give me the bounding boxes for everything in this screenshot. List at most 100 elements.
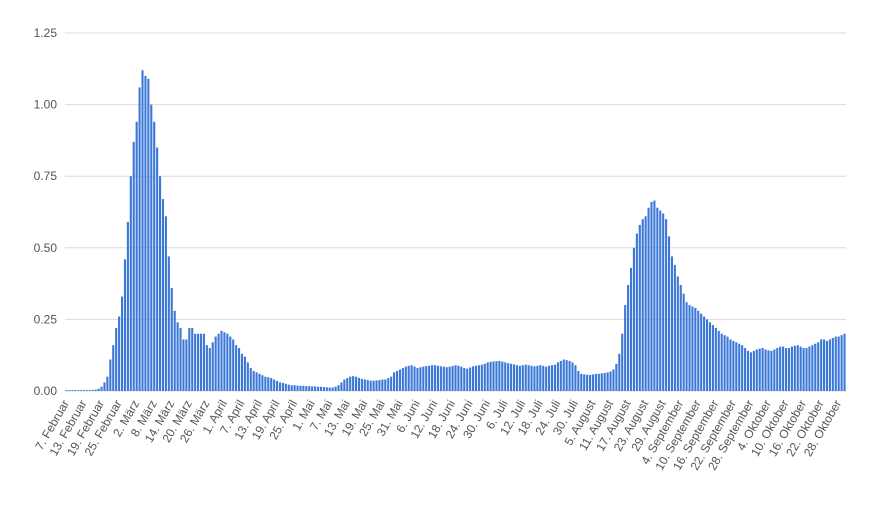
bar	[755, 349, 758, 391]
bar	[817, 342, 820, 391]
bar	[545, 366, 548, 391]
bar	[208, 348, 211, 391]
bar	[741, 345, 744, 391]
bar	[831, 338, 834, 391]
bar	[659, 210, 662, 391]
bar	[606, 372, 609, 391]
bar	[431, 365, 434, 391]
bar	[246, 362, 249, 391]
bar	[457, 365, 460, 391]
bar	[258, 373, 261, 391]
bar	[135, 121, 138, 391]
bar	[346, 378, 349, 391]
bar	[670, 256, 674, 391]
bar	[340, 382, 343, 391]
bar	[697, 310, 700, 391]
bar	[249, 368, 252, 391]
bar	[141, 70, 144, 392]
bar	[507, 363, 510, 391]
bar	[533, 366, 536, 391]
bar	[229, 336, 232, 391]
bar	[433, 365, 437, 391]
bar	[413, 366, 416, 391]
bar	[232, 339, 235, 391]
bar	[293, 385, 296, 391]
bar	[112, 345, 115, 391]
bar	[205, 345, 208, 391]
bar	[486, 362, 489, 391]
bar	[565, 360, 568, 391]
bar	[471, 366, 475, 391]
bar	[398, 369, 401, 391]
bar	[805, 348, 808, 391]
bar	[586, 374, 589, 391]
bar	[679, 285, 682, 391]
bar	[843, 333, 846, 391]
bar	[665, 219, 668, 391]
y-tick-label: 1.25	[34, 26, 58, 40]
bar	[463, 368, 466, 391]
bar	[150, 104, 153, 391]
bar	[226, 333, 229, 391]
bar	[647, 207, 650, 391]
bar	[770, 350, 773, 391]
bar	[94, 389, 97, 391]
bar	[179, 327, 182, 391]
bar	[653, 200, 656, 391]
bar	[360, 378, 363, 391]
bar	[574, 365, 577, 391]
bar	[571, 362, 574, 391]
bar	[68, 390, 71, 391]
bar	[474, 365, 478, 391]
bar	[270, 378, 273, 391]
bar	[536, 365, 539, 391]
bar	[159, 176, 162, 391]
bar	[390, 376, 393, 391]
bar	[325, 387, 328, 391]
bar	[600, 373, 603, 391]
bar	[662, 213, 665, 391]
bar	[644, 216, 647, 391]
bar	[711, 325, 714, 391]
bar	[782, 346, 785, 391]
bar	[354, 376, 358, 391]
bar	[164, 216, 167, 391]
bar	[518, 365, 521, 391]
bar	[650, 201, 653, 391]
bar	[498, 360, 501, 391]
bar	[802, 348, 805, 391]
bar	[147, 78, 150, 391]
bar	[714, 327, 717, 391]
bar	[583, 374, 586, 391]
bar	[501, 361, 504, 391]
bar	[194, 333, 197, 391]
bar	[85, 390, 88, 391]
bar	[322, 386, 325, 391]
bar	[700, 313, 703, 391]
bar	[91, 389, 94, 391]
bar	[597, 373, 600, 391]
bar	[308, 386, 311, 391]
bar	[366, 380, 369, 391]
bar	[837, 336, 840, 391]
bar	[115, 327, 118, 391]
bar	[123, 259, 127, 391]
bar	[223, 332, 226, 391]
bar	[729, 339, 732, 391]
bar	[577, 370, 580, 391]
bar	[252, 370, 255, 391]
bar	[278, 382, 282, 391]
bar	[185, 339, 188, 391]
bar	[422, 366, 425, 391]
bar	[656, 207, 659, 391]
bar	[527, 365, 530, 391]
bar	[562, 359, 565, 391]
bar	[425, 366, 428, 391]
bar	[723, 335, 726, 391]
bar	[161, 199, 165, 391]
bar	[237, 348, 241, 391]
bar	[820, 339, 823, 391]
bar	[401, 368, 404, 391]
bar	[521, 365, 524, 391]
